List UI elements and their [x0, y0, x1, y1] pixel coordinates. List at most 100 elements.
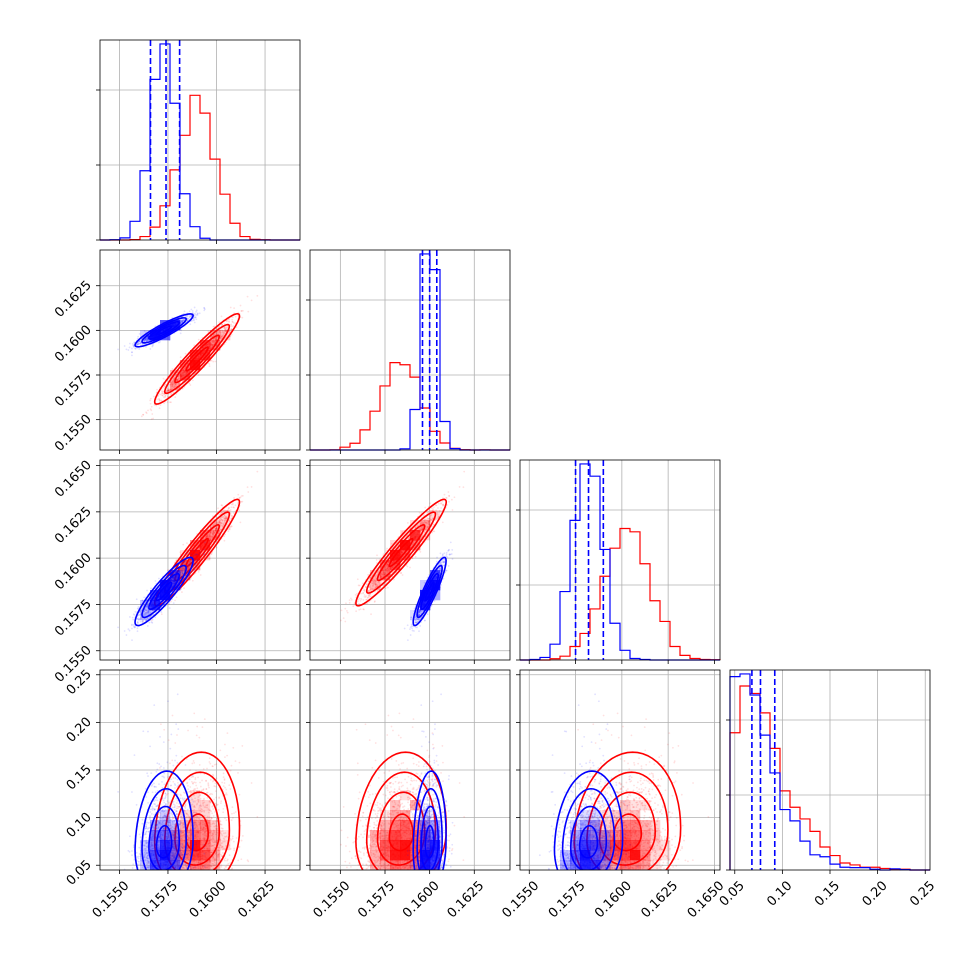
sample-point	[166, 389, 169, 392]
sample-point	[172, 386, 175, 389]
sample-point	[175, 596, 178, 599]
sample-point	[226, 319, 229, 322]
sample-point	[226, 516, 229, 519]
density-cell	[150, 330, 161, 341]
sample-point	[227, 530, 230, 533]
sample-point	[223, 522, 226, 525]
sample-point	[165, 390, 168, 393]
sample-point	[221, 504, 224, 507]
sample-point	[247, 491, 250, 493]
sample-point	[241, 309, 244, 312]
sample-point	[232, 506, 235, 508]
density-cell	[190, 350, 201, 361]
sample-point	[138, 340, 141, 343]
sample-point	[250, 486, 253, 488]
sample-point	[170, 600, 172, 603]
sample-point	[209, 532, 212, 534]
sample-point	[152, 417, 155, 420]
sample-point	[170, 393, 172, 395]
sample-point	[227, 507, 230, 509]
sample-point	[188, 310, 191, 313]
sample-point	[224, 328, 227, 331]
sample-point	[149, 402, 152, 405]
sample-point	[211, 343, 213, 346]
sample-point	[146, 625, 149, 627]
sample-point	[136, 344, 139, 346]
sample-point	[205, 535, 208, 538]
sample-point	[135, 598, 138, 601]
sample-point	[213, 334, 215, 336]
sample-point	[225, 517, 228, 520]
sample-point	[209, 346, 212, 349]
sample-point	[241, 500, 244, 503]
sample-point	[215, 339, 217, 342]
sample-point	[168, 389, 170, 391]
sample-point	[211, 341, 214, 343]
sample-point	[137, 343, 140, 346]
sample-point	[145, 338, 148, 341]
sample-point	[163, 402, 166, 405]
sample-point	[212, 530, 215, 533]
sample-point	[186, 542, 188, 545]
sample-point	[183, 310, 186, 313]
sample-point	[237, 502, 239, 504]
density-cell	[200, 340, 211, 351]
sample-point	[215, 339, 218, 342]
sample-point	[231, 515, 234, 517]
sample-point	[161, 394, 164, 397]
sample-point	[220, 524, 222, 526]
sample-point	[191, 311, 194, 314]
sample-point	[149, 408, 152, 410]
sample-point	[210, 344, 213, 347]
sample-point	[210, 359, 213, 362]
sample-point	[182, 319, 185, 322]
sample-point	[209, 344, 212, 346]
sample-point	[196, 313, 199, 315]
sample-point	[218, 331, 221, 333]
sample-point	[247, 310, 250, 313]
sample-point	[220, 336, 222, 339]
sample-point	[212, 360, 215, 363]
sample-point	[163, 386, 165, 389]
sample-point	[179, 356, 182, 359]
sample-point	[221, 335, 224, 338]
sample-point	[235, 326, 238, 329]
sample-point	[223, 326, 226, 329]
sample-point	[211, 533, 214, 535]
sample-point	[188, 382, 191, 385]
sample-point	[223, 519, 226, 522]
sample-point	[137, 342, 140, 345]
sample-point	[145, 338, 147, 341]
sample-point	[145, 412, 148, 414]
sample-point	[146, 337, 149, 339]
sample-point	[166, 387, 169, 390]
sample-point	[214, 522, 216, 524]
sample-point	[138, 342, 141, 345]
sample-point	[152, 344, 154, 347]
density-cell	[170, 380, 181, 391]
sample-point	[224, 329, 227, 332]
sample-point	[182, 319, 185, 322]
sample-point	[220, 336, 222, 339]
sample-point	[144, 338, 146, 341]
sample-point	[205, 535, 208, 538]
sample-point	[203, 306, 206, 309]
sample-point	[222, 332, 225, 335]
sample-point	[183, 587, 185, 590]
sample-point	[224, 330, 226, 332]
sample-point	[187, 317, 190, 320]
sample-point	[221, 329, 224, 332]
sample-point	[188, 316, 191, 319]
sample-point	[212, 531, 215, 534]
sample-point	[141, 343, 144, 345]
sample-point	[182, 318, 185, 321]
sample-point	[188, 315, 191, 318]
sample-point	[231, 316, 234, 319]
sample-point	[220, 334, 222, 337]
sample-point	[151, 413, 154, 415]
sample-point	[175, 559, 177, 562]
sample-point	[131, 354, 133, 357]
sample-point	[191, 310, 194, 312]
sample-point	[231, 320, 234, 323]
sample-point	[241, 494, 244, 497]
